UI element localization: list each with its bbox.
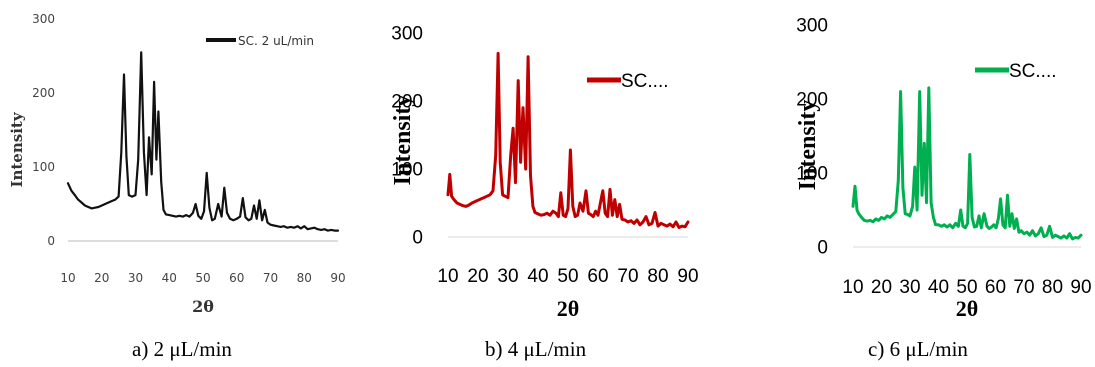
y-axis-label: Intensity [795, 100, 821, 191]
y-tick-labels: 0 100 200 300 [796, 16, 828, 259]
x-tick-label: 50 [557, 266, 578, 287]
x-tick-label: 20 [467, 266, 488, 287]
y-tick-label: 200 [796, 90, 828, 111]
y-tick-labels: 0 100 200 300 [32, 12, 55, 248]
y-tick-label: 200 [32, 86, 55, 100]
y-tick-label: 100 [32, 160, 55, 174]
y-axis-label: Intensity [390, 95, 416, 186]
x-tick-label: 20 [94, 271, 109, 285]
x-tick-label: 90 [330, 271, 345, 285]
x-tick-label: 10 [437, 266, 458, 287]
x-axis-label: 2θ [956, 296, 978, 321]
x-tick-label: 50 [956, 277, 977, 298]
x-tick-labels: 10 20 30 40 50 60 70 80 90 [842, 277, 1091, 298]
x-tick-label: 40 [928, 277, 949, 298]
x-tick-label: 30 [899, 277, 920, 298]
x-tick-label: 40 [162, 271, 177, 285]
y-tick-label: 300 [32, 12, 55, 26]
x-tick-label: 70 [617, 266, 638, 287]
x-tick-labels: 10 20 30 40 50 60 70 80 90 [437, 266, 698, 287]
x-tick-label: 50 [195, 271, 210, 285]
x-tick-label: 90 [1070, 277, 1091, 298]
caption-c: c) 6 μL/min [868, 337, 968, 361]
y-tick-label: 300 [391, 24, 423, 45]
x-tick-label: 60 [229, 271, 244, 285]
y-tick-label: 0 [47, 234, 55, 248]
x-tick-label: 10 [60, 271, 75, 285]
series-line [446, 51, 690, 229]
x-tick-label: 80 [1042, 277, 1063, 298]
series-line [66, 51, 340, 232]
legend-label: SC.... [1009, 61, 1057, 82]
legend: SC.... [587, 71, 669, 92]
legend-label: SC.... [621, 71, 669, 92]
y-tick-label: 0 [817, 238, 828, 259]
y-tick-label: 300 [796, 16, 828, 37]
x-tick-label: 80 [297, 271, 312, 285]
y-axis-label: Intensity [8, 111, 26, 187]
y-tick-label: 200 [391, 92, 423, 113]
x-tick-label: 10 [842, 277, 863, 298]
legend-label: SC. 2 uL/min [238, 34, 314, 48]
x-axis-label: 2θ [192, 297, 214, 316]
x-tick-label: 60 [985, 277, 1006, 298]
x-tick-label: 70 [1013, 277, 1034, 298]
legend: SC.... [975, 61, 1057, 82]
series-line [851, 86, 1083, 241]
x-tick-labels: 10 20 30 40 50 60 70 80 90 [60, 271, 345, 285]
y-tick-label: 100 [796, 164, 828, 185]
x-axis-label: 2θ [557, 296, 579, 321]
y-tick-label: 0 [412, 228, 423, 249]
x-tick-label: 60 [587, 266, 608, 287]
y-axis-title: Intensity [795, 100, 821, 191]
caption-a: a) 2 μL/min [132, 337, 232, 361]
y-tick-labels: 0 100 200 300 [391, 24, 423, 249]
x-tick-label: 70 [263, 271, 278, 285]
y-axis-title: Intensity [8, 111, 26, 187]
series-lines [851, 86, 1083, 241]
x-tick-label: 20 [871, 277, 892, 298]
x-tick-label: 40 [527, 266, 548, 287]
x-tick-label: 80 [647, 266, 668, 287]
x-tick-label: 90 [677, 266, 698, 287]
caption-b: b) 4 μL/min [485, 337, 587, 361]
series-lines [66, 51, 340, 232]
y-tick-label: 100 [391, 160, 423, 181]
x-tick-label: 30 [128, 271, 143, 285]
x-tick-label: 30 [497, 266, 518, 287]
y-axis-title: Intensity [390, 95, 416, 186]
series-lines [446, 51, 690, 229]
legend: SC. 2 uL/min [206, 34, 314, 48]
